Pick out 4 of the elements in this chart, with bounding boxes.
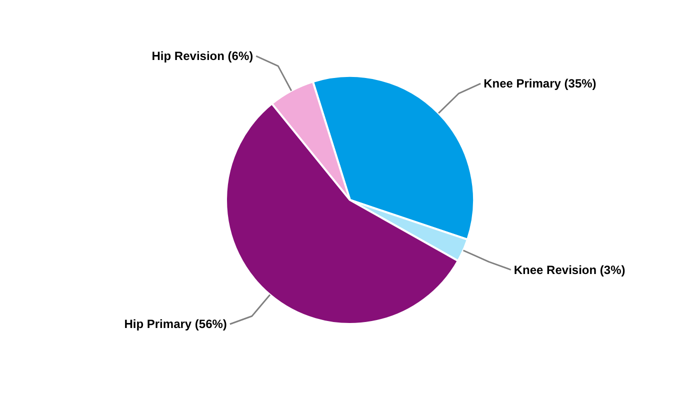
slice-label: Hip Primary (56%) xyxy=(124,317,227,332)
slice-label: Knee Revision (3%) xyxy=(514,262,626,277)
slice-label: Knee Primary (35%) xyxy=(484,76,596,91)
slice-label: Hip Revision (6%) xyxy=(152,49,254,64)
